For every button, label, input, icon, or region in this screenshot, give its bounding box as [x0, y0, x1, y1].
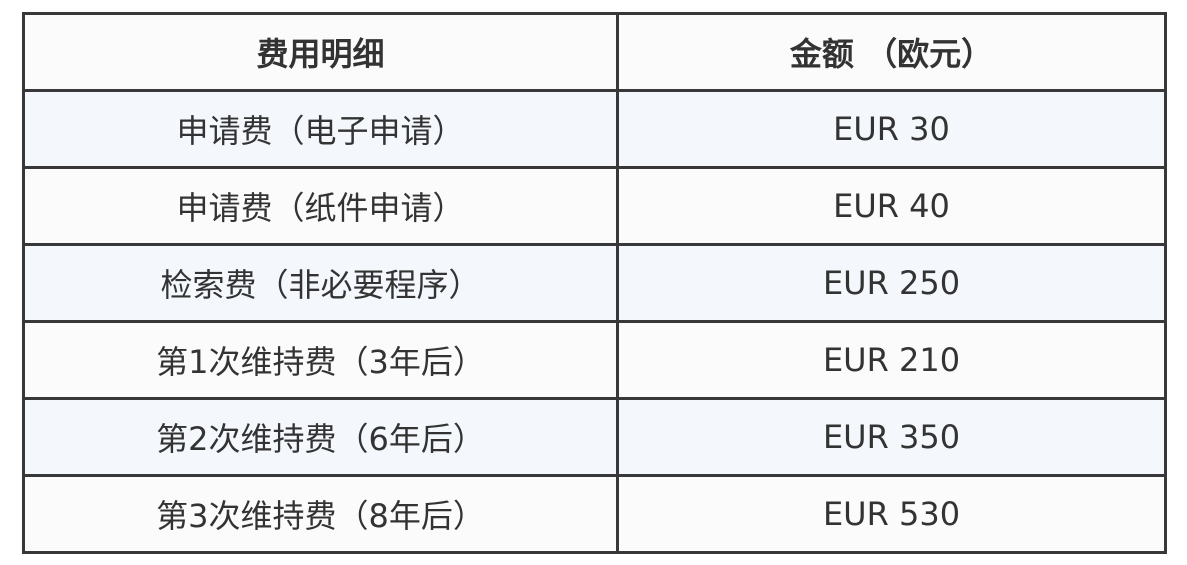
fee-item: 第2次维持费（6年后）: [22, 397, 619, 477]
fee-amount: EUR 350: [616, 397, 1167, 477]
fee-item: 申请费（纸件申请）: [22, 166, 619, 246]
fee-amount: EUR 530: [616, 474, 1167, 554]
fee-table: 费用明细 金额 （欧元） 申请费（电子申请） EUR 30 申请费（纸件申请） …: [22, 12, 1167, 554]
table-row: 第3次维持费（8年后） EUR 530: [22, 474, 1167, 554]
fee-amount: EUR 210: [616, 320, 1167, 400]
fee-item: 检索费（非必要程序）: [22, 243, 619, 323]
fee-item: 第3次维持费（8年后）: [22, 474, 619, 554]
fee-item: 申请费（电子申请）: [22, 89, 619, 169]
fee-amount: EUR 250: [616, 243, 1167, 323]
fee-item: 第1次维持费（3年后）: [22, 320, 619, 400]
table-row: 第2次维持费（6年后） EUR 350: [22, 397, 1167, 477]
table-row: 检索费（非必要程序） EUR 250: [22, 243, 1167, 323]
header-fee-item: 费用明细: [22, 12, 619, 92]
header-amount: 金额 （欧元）: [616, 12, 1167, 92]
table-row: 第1次维持费（3年后） EUR 210: [22, 320, 1167, 400]
table-row: 申请费（电子申请） EUR 30: [22, 89, 1167, 169]
fee-amount: EUR 40: [616, 166, 1167, 246]
header-row: 费用明细 金额 （欧元）: [22, 12, 1167, 92]
fee-amount: EUR 30: [616, 89, 1167, 169]
table-row: 申请费（纸件申请） EUR 40: [22, 166, 1167, 246]
